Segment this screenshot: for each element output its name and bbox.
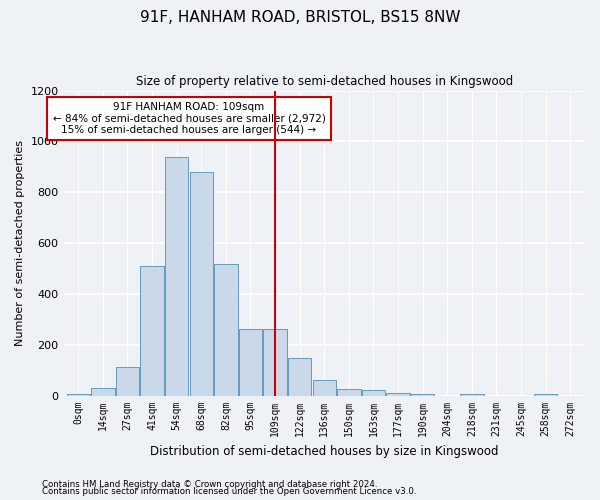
Bar (313, 380, 336, 396)
Text: Contains HM Land Registry data © Crown copyright and database right 2024.: Contains HM Land Registry data © Crown c… (42, 480, 377, 489)
Bar (116, 367, 139, 396)
Title: Size of property relative to semi-detached houses in Kingswood: Size of property relative to semi-detach… (136, 75, 513, 88)
Bar (362, 390, 385, 396)
Bar (165, 156, 188, 396)
Bar (91, 388, 115, 396)
Text: 91F HANHAM ROAD: 109sqm
← 84% of semi-detached houses are smaller (2,972)
15% of: 91F HANHAM ROAD: 109sqm ← 84% of semi-de… (53, 102, 325, 135)
Bar (67, 394, 90, 396)
Text: 91F, HANHAM ROAD, BRISTOL, BS15 8NW: 91F, HANHAM ROAD, BRISTOL, BS15 8NW (140, 10, 460, 25)
Bar (288, 358, 311, 396)
X-axis label: Distribution of semi-detached houses by size in Kingswood: Distribution of semi-detached houses by … (150, 444, 499, 458)
Y-axis label: Number of semi-detached properties: Number of semi-detached properties (15, 140, 25, 346)
Bar (263, 328, 287, 396)
Text: Contains public sector information licensed under the Open Government Licence v3: Contains public sector information licen… (42, 487, 416, 496)
Bar (460, 394, 484, 396)
Bar (239, 328, 262, 396)
Bar (534, 394, 557, 396)
Bar (411, 394, 434, 396)
Bar (140, 266, 164, 396)
Bar (214, 264, 238, 396)
Bar (190, 172, 213, 396)
Bar (337, 389, 361, 396)
Bar (386, 392, 410, 396)
